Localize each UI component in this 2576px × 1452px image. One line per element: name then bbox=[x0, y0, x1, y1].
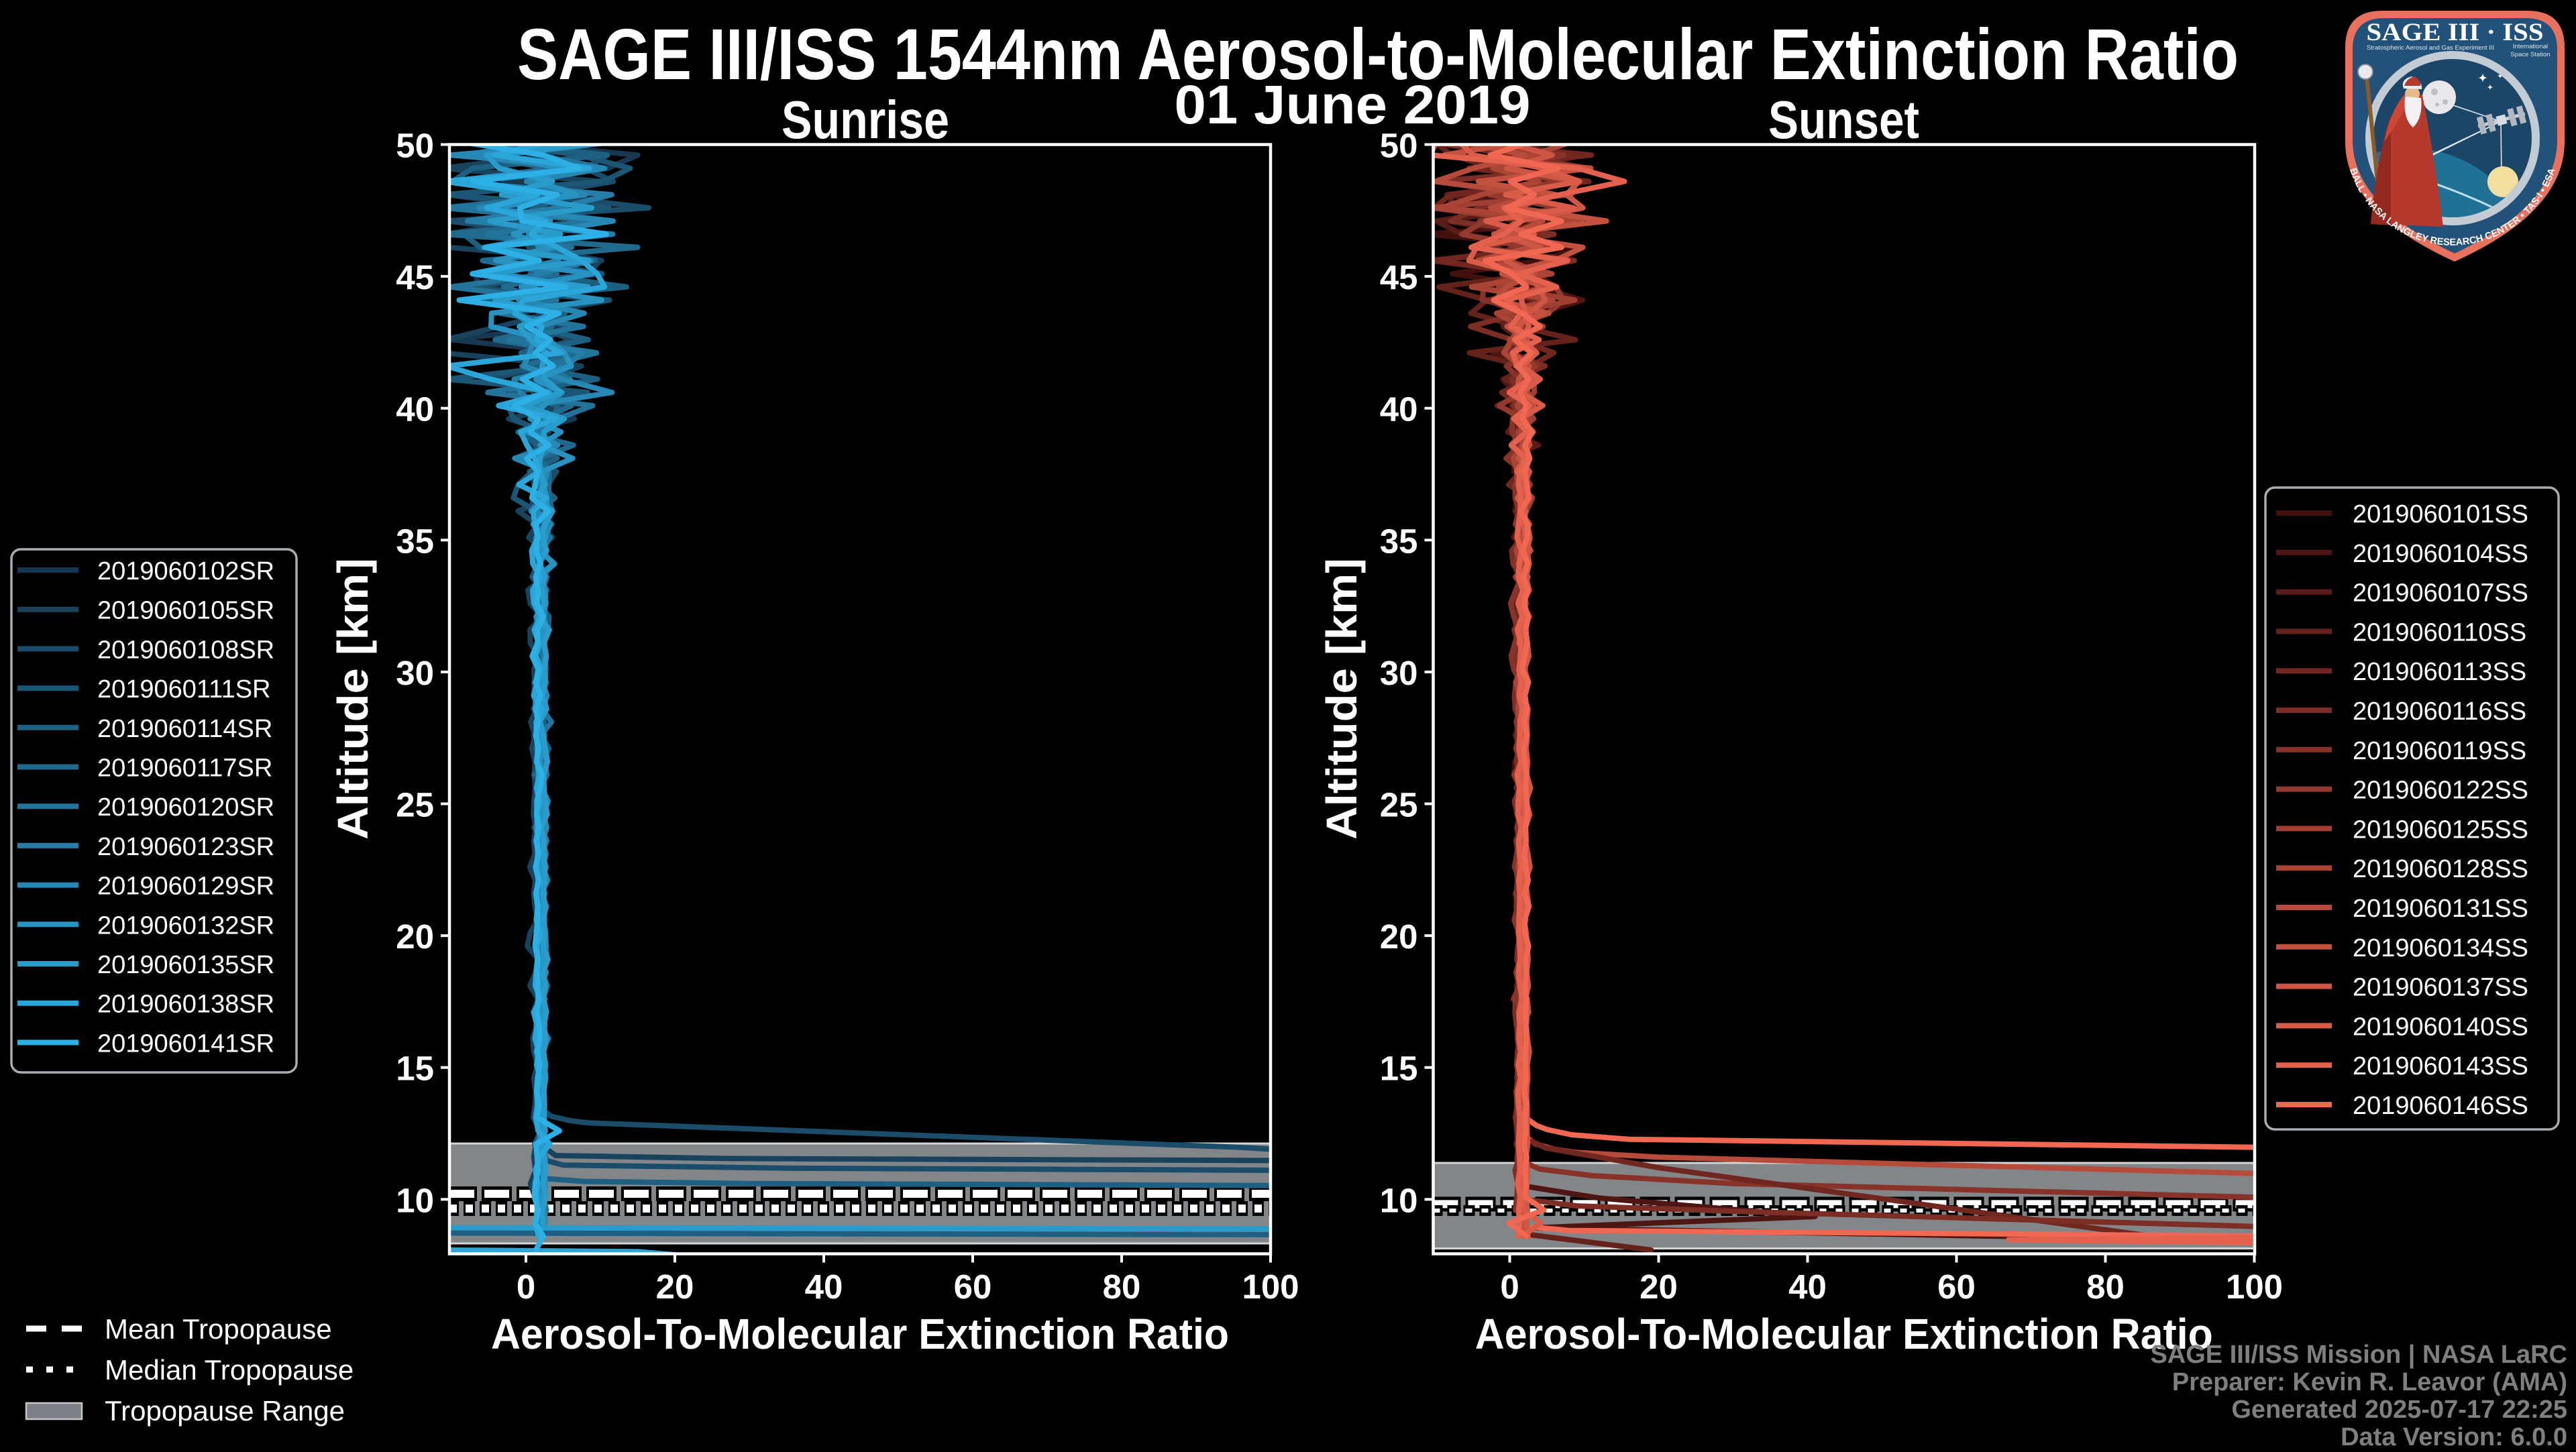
svg-text:2019060101SS: 2019060101SS bbox=[2353, 500, 2528, 528]
svg-text:20: 20 bbox=[656, 1268, 694, 1306]
svg-text:40: 40 bbox=[1380, 390, 1418, 429]
svg-text:100: 100 bbox=[2226, 1268, 2283, 1306]
svg-text:60: 60 bbox=[1937, 1268, 1976, 1306]
svg-text:15: 15 bbox=[396, 1050, 434, 1088]
svg-text:2019060140SS: 2019060140SS bbox=[2353, 1013, 2528, 1041]
svg-text:80: 80 bbox=[1103, 1268, 1141, 1306]
svg-text:45: 45 bbox=[396, 258, 434, 296]
svg-text:Altitude [km]: Altitude [km] bbox=[329, 558, 377, 840]
svg-text:2019060110SS: 2019060110SS bbox=[2353, 618, 2526, 647]
svg-text:2019060141SR: 2019060141SR bbox=[97, 1029, 274, 1058]
svg-text:2019060114SR: 2019060114SR bbox=[97, 715, 272, 743]
svg-text:60: 60 bbox=[954, 1268, 992, 1306]
svg-text:40: 40 bbox=[1788, 1268, 1827, 1306]
svg-text:2019060119SS: 2019060119SS bbox=[2353, 737, 2526, 765]
svg-text:Aerosol-To-Molecular Extinctio: Aerosol-To-Molecular Extinction Ratio bbox=[1475, 1310, 2213, 1358]
svg-text:25: 25 bbox=[1380, 786, 1418, 824]
svg-text:2019060129SR: 2019060129SR bbox=[97, 873, 274, 901]
svg-text:45: 45 bbox=[1380, 258, 1418, 296]
svg-text:15: 15 bbox=[1380, 1050, 1418, 1088]
svg-text:SAGE III/ISS 1544nm Aerosol-to: SAGE III/ISS 1544nm Aerosol-to-Molecular… bbox=[517, 13, 2239, 95]
svg-text:40: 40 bbox=[396, 390, 434, 429]
svg-text:Data Version: 6.0.0: Data Version: 6.0.0 bbox=[2341, 1423, 2567, 1449]
svg-text:0: 0 bbox=[517, 1268, 535, 1306]
svg-text:2019060135SR: 2019060135SR bbox=[97, 951, 274, 979]
svg-text:2019060128SS: 2019060128SS bbox=[2353, 855, 2528, 883]
svg-text:10: 10 bbox=[396, 1181, 434, 1219]
svg-text:2019060125SS: 2019060125SS bbox=[2353, 816, 2528, 844]
svg-text:Tropopause Range: Tropopause Range bbox=[105, 1395, 345, 1427]
svg-text:100: 100 bbox=[1242, 1268, 1299, 1306]
svg-text:2019060137SS: 2019060137SS bbox=[2353, 974, 2528, 1002]
svg-text:2019060131SS: 2019060131SS bbox=[2353, 895, 2528, 923]
svg-text:2019060104SS: 2019060104SS bbox=[2353, 540, 2528, 568]
svg-text:Space Station: Space Station bbox=[2510, 51, 2550, 58]
svg-text:20: 20 bbox=[1380, 917, 1418, 956]
svg-text:Stratospheric Aerosol and Gas: Stratospheric Aerosol and Gas Experiment… bbox=[2367, 44, 2494, 52]
svg-text:Aerosol-To-Molecular Extinctio: Aerosol-To-Molecular Extinction Ratio bbox=[491, 1310, 1229, 1358]
svg-text:2019060132SR: 2019060132SR bbox=[97, 911, 274, 940]
svg-text:Mean Tropopause: Mean Tropopause bbox=[105, 1313, 332, 1345]
svg-text:Median Tropopause: Median Tropopause bbox=[105, 1354, 354, 1386]
svg-text:Sunset: Sunset bbox=[1768, 90, 1919, 150]
svg-text:2019060116SS: 2019060116SS bbox=[2353, 697, 2526, 726]
svg-text:2019060111SR: 2019060111SR bbox=[97, 675, 271, 704]
svg-text:25: 25 bbox=[396, 786, 434, 824]
svg-text:SAGE III/ISS Mission | NASA La: SAGE III/ISS Mission | NASA LaRC bbox=[2150, 1341, 2567, 1369]
svg-text:0: 0 bbox=[1500, 1268, 1519, 1306]
svg-text:SAGE III · ISS: SAGE III · ISS bbox=[2367, 19, 2544, 46]
svg-text:2019060138SR: 2019060138SR bbox=[97, 991, 274, 1019]
svg-text:35: 35 bbox=[396, 522, 434, 560]
svg-text:2019060122SS: 2019060122SS bbox=[2353, 777, 2528, 805]
svg-text:30: 30 bbox=[1380, 654, 1418, 692]
svg-text:Altitude [km]: Altitude [km] bbox=[1318, 558, 1366, 840]
svg-text:2019060117SR: 2019060117SR bbox=[97, 755, 272, 783]
svg-text:2019060108SR: 2019060108SR bbox=[97, 636, 274, 664]
svg-text:2019060146SS: 2019060146SS bbox=[2353, 1092, 2528, 1120]
svg-text:2019060134SS: 2019060134SS bbox=[2353, 934, 2528, 962]
svg-text:International: International bbox=[2513, 43, 2548, 50]
svg-text:2019060123SR: 2019060123SR bbox=[97, 833, 274, 861]
svg-text:10: 10 bbox=[1380, 1181, 1418, 1219]
svg-text:40: 40 bbox=[805, 1268, 843, 1306]
svg-text:50: 50 bbox=[396, 127, 434, 165]
svg-text:2019060120SR: 2019060120SR bbox=[97, 793, 274, 822]
svg-text:35: 35 bbox=[1380, 522, 1418, 560]
svg-text:Preparer: Kevin R. Leavor (AMA: Preparer: Kevin R. Leavor (AMA) bbox=[2172, 1368, 2567, 1396]
svg-text:01 June 2019: 01 June 2019 bbox=[1175, 74, 1531, 135]
svg-text:2019060143SS: 2019060143SS bbox=[2353, 1052, 2528, 1080]
svg-text:50: 50 bbox=[1380, 127, 1418, 165]
svg-text:2019060105SR: 2019060105SR bbox=[97, 597, 274, 625]
svg-text:30: 30 bbox=[396, 654, 434, 692]
svg-text:2019060113SS: 2019060113SS bbox=[2353, 658, 2526, 686]
svg-text:Generated 2025-07-17 22:25: Generated 2025-07-17 22:25 bbox=[2231, 1396, 2567, 1424]
svg-text:80: 80 bbox=[2086, 1268, 2125, 1306]
svg-text:20: 20 bbox=[1640, 1268, 1678, 1306]
svg-text:20: 20 bbox=[396, 917, 434, 956]
svg-text:2019060107SS: 2019060107SS bbox=[2353, 579, 2528, 608]
svg-text:2019060102SR: 2019060102SR bbox=[97, 557, 274, 585]
svg-text:Sunrise: Sunrise bbox=[782, 90, 949, 150]
